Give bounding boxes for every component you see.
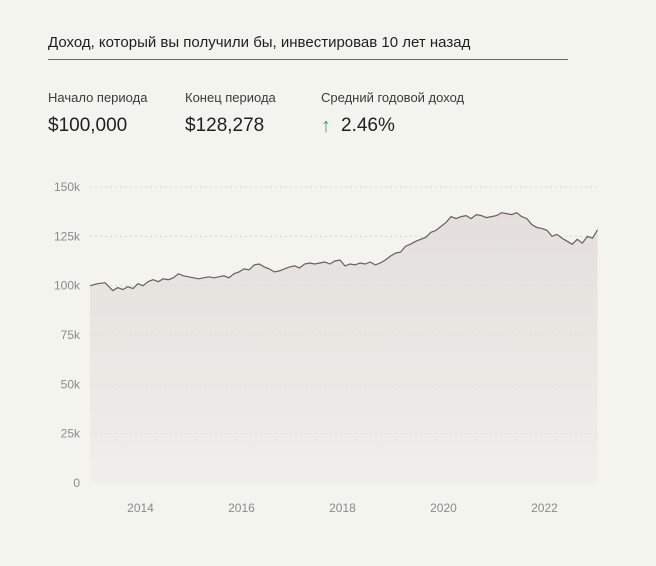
stat-avg-return: Средний годовой доход ↑ 2.46% [321, 90, 464, 137]
stat-start-value: $100,000 [48, 115, 147, 137]
arrow-up-icon: ↑ [321, 115, 331, 137]
series-line [89, 212, 599, 292]
x-tick-label: 2014 [127, 501, 154, 515]
stat-start-period: Начало периода $100,000 [48, 90, 147, 137]
stat-avg-label: Средний годовой доход [321, 90, 465, 105]
x-tick-label: 2022 [531, 501, 558, 515]
y-tick-label: 50k [61, 377, 81, 391]
stat-avg-value: ↑ 2.46% [321, 115, 464, 137]
stat-start-label: Начало периода [48, 90, 148, 105]
stat-end-value-text: $128,278 [185, 115, 265, 136]
y-tick-label: 100k [54, 279, 81, 293]
y-axis-labels: 0 25k 50k 75k 100k 125k 150k [54, 180, 81, 490]
title-divider [48, 59, 568, 60]
x-tick-label: 2016 [228, 501, 255, 515]
y-tick-label: 25k [61, 427, 81, 441]
stat-end-period: Конец периода $128,278 [185, 90, 276, 137]
stat-start-value-text: $100,000 [48, 115, 128, 136]
x-axis-labels: 2014 2016 2018 2020 2022 [127, 501, 558, 515]
x-tick-label: 2018 [329, 501, 356, 515]
stat-end-label: Конец периода [185, 90, 276, 105]
stat-avg-value-text: 2.46% [341, 115, 395, 136]
series-area [90, 212, 598, 483]
x-tick-label: 2020 [430, 501, 457, 515]
stat-end-value: $128,278 [185, 115, 276, 137]
page-title: Доход, который вы получили бы, инвестиро… [48, 34, 471, 51]
y-tick-label: 125k [54, 229, 81, 243]
y-tick-label: 150k [54, 180, 81, 194]
y-tick-label: 0 [73, 476, 80, 490]
y-tick-label: 75k [61, 328, 81, 342]
